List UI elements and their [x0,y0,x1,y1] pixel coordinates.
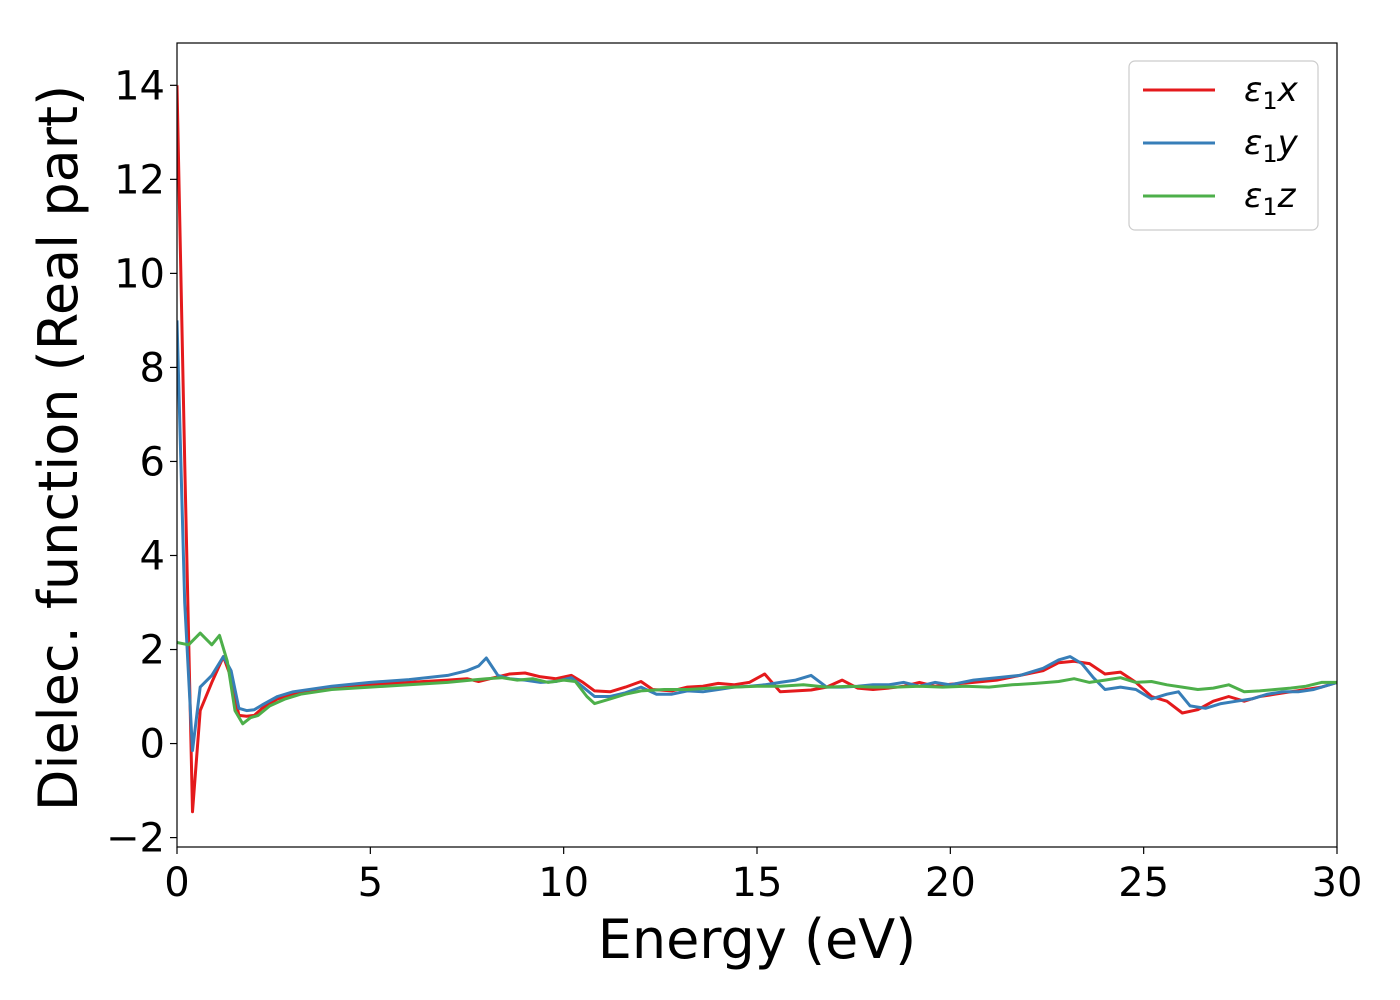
x-tick-label: 30 [1312,860,1363,906]
y-tick-label: 4 [140,533,165,579]
x-tick-label: 5 [358,860,383,906]
x-tick-label: 20 [925,860,976,906]
series-line-0 [177,85,1337,814]
x-tick-label: 15 [732,860,783,906]
legend: ε1x ε1y ε1z [1128,60,1319,231]
y-axis-label: Dielec. function (Real part) [27,85,90,811]
y-tick-label: 12 [114,157,165,203]
legend-box [1128,60,1319,231]
series-line-2 [177,631,1337,726]
y-axis-ticks: −2 0 2 4 6 8 10 12 14 [106,63,177,862]
y-tick-label: 14 [114,63,165,109]
x-axis-label: Energy (eV) [598,908,917,971]
y-tick-label: −2 [106,816,165,862]
x-tick-label: 10 [538,860,589,906]
x-axis-ticks: 0 5 10 15 20 25 30 [164,847,1362,906]
y-tick-label: 8 [140,345,165,391]
y-tick-label: 2 [140,628,165,674]
legend-label-y: ε1y [1244,123,1299,168]
y-tick-label: 0 [140,722,165,768]
series-layer [177,85,1337,814]
legend-label-x: ε1x [1244,70,1299,115]
x-tick-label: 0 [164,860,189,906]
x-tick-label: 25 [1118,860,1169,906]
y-tick-label: 6 [140,439,165,485]
y-tick-label: 10 [114,251,165,297]
legend-label-z: ε1z [1244,176,1297,221]
legend-items: ε1x ε1y ε1z [1143,70,1299,221]
